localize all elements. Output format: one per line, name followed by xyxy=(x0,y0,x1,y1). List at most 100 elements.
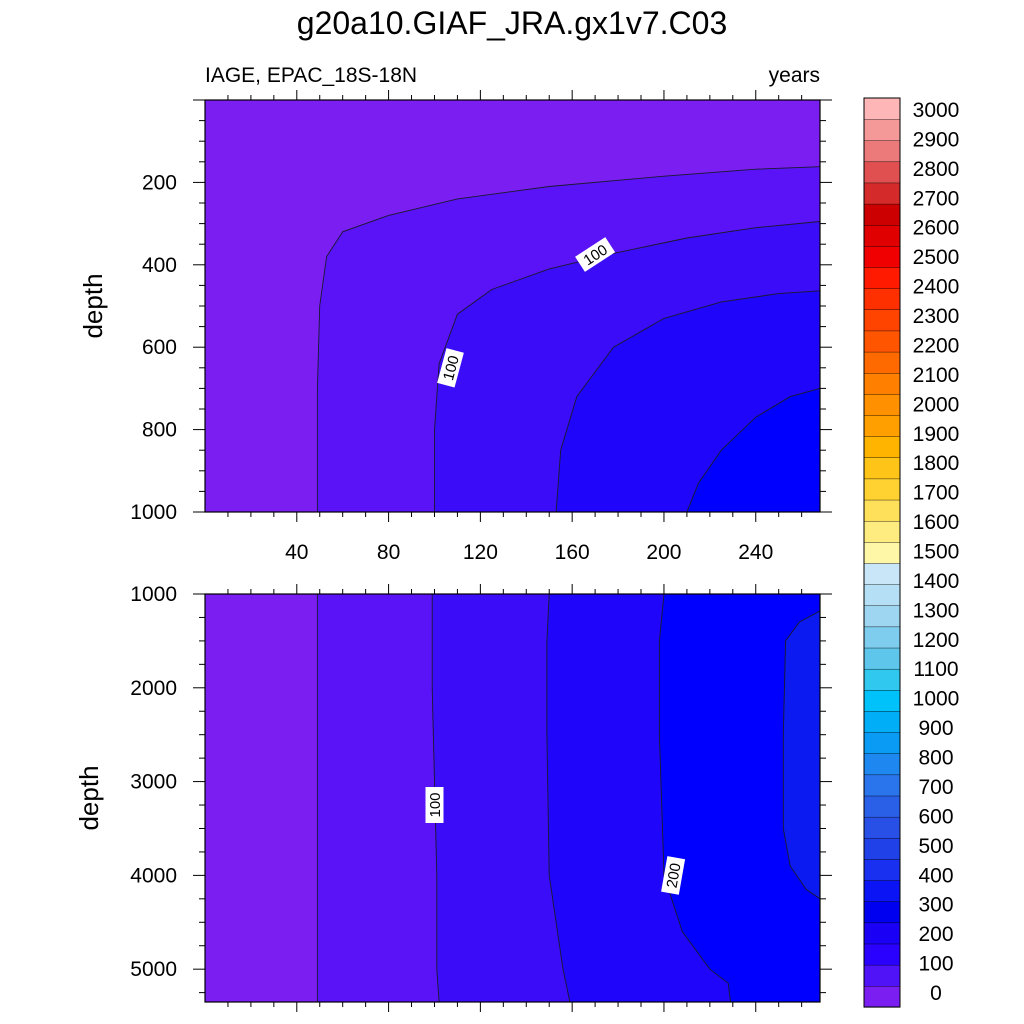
colorbar-swatch xyxy=(863,858,901,881)
y-tick-label: 2000 xyxy=(130,677,177,700)
contour-label-box xyxy=(575,237,616,272)
colorbar-swatch xyxy=(863,816,901,839)
colorbar-tick-label: 1700 xyxy=(913,482,960,505)
contour-line-100 xyxy=(431,594,440,1003)
colorbar-swatch xyxy=(863,647,901,670)
top-panel-contours xyxy=(316,166,821,513)
colorbar-swatch xyxy=(863,837,901,860)
bottom-panel: 100 200 1000 2000 3000 4000 5000 depth xyxy=(74,583,832,1012)
colorbar-tick-label: 2200 xyxy=(913,335,960,358)
colorbar-swatch xyxy=(863,140,901,163)
colorbar-tick-label: 2400 xyxy=(913,276,960,299)
bottom-panel-ticks xyxy=(193,584,832,1012)
contour-label-box xyxy=(661,856,686,895)
colorbar-swatch xyxy=(863,118,901,141)
colorbar-swatch xyxy=(863,731,901,754)
colorbar-tick-label: 1600 xyxy=(913,511,960,534)
bottom-panel-ylabel: depth xyxy=(74,765,104,830)
colorbar-tick-label: 400 xyxy=(918,864,953,887)
colorbar-swatch xyxy=(863,478,901,501)
colorbar-swatch xyxy=(863,626,901,649)
colorbar-swatch xyxy=(863,97,901,120)
colorbar-swatch xyxy=(863,414,901,437)
colorbar-tick-label: 800 xyxy=(918,747,953,770)
contour-label-text: 100 xyxy=(440,354,463,383)
colorbar-swatch xyxy=(863,541,901,564)
colorbar-tick-label: 1500 xyxy=(913,541,960,564)
top-panel-right-label: years xyxy=(769,64,820,87)
colorbar-tick-label: 2300 xyxy=(913,305,960,328)
colorbar-swatch xyxy=(863,964,901,987)
colorbar-swatch xyxy=(863,182,901,205)
figure-title: g20a10.GIAF_JRA.gx1v7.C03 xyxy=(297,5,727,41)
bottom-panel-contour-labels: 100 200 xyxy=(425,787,686,895)
colorbar-swatch xyxy=(863,245,901,268)
contour-band-200 xyxy=(686,388,820,512)
y-tick-label: 400 xyxy=(142,254,177,277)
colorbar-tick-label: 3000 xyxy=(913,99,960,122)
colorbar-tick-labels: 3000290028002700260025002400230022002100… xyxy=(913,99,960,1005)
colorbar-swatch xyxy=(863,372,901,395)
colorbar-swatch xyxy=(863,774,901,797)
x-tick-label: 80 xyxy=(377,541,400,564)
colorbar-swatch xyxy=(863,605,901,628)
colorbar-swatch xyxy=(863,393,901,416)
contour-line-250 xyxy=(782,610,821,900)
colorbar-tick-label: 2900 xyxy=(913,128,960,151)
colorbar-swatch xyxy=(863,309,901,332)
top-panel-ticks xyxy=(193,90,832,522)
y-tick-label: 600 xyxy=(142,336,177,359)
colorbar-swatch xyxy=(863,985,901,1008)
colorbar-swatch xyxy=(863,562,901,585)
colorbar-tick-label: 2100 xyxy=(913,364,960,387)
colorbar-tick-label: 2800 xyxy=(913,158,960,181)
bottom-panel-frame xyxy=(204,593,821,1003)
colorbar-swatch xyxy=(863,795,901,818)
colorbar-swatch xyxy=(863,710,901,733)
colorbar-swatch xyxy=(863,689,901,712)
y-tick-label: 800 xyxy=(142,419,177,442)
colorbar-swatch xyxy=(863,753,901,776)
top-panel-ylabel: depth xyxy=(78,273,108,338)
contour-line-50 xyxy=(316,166,821,512)
y-tick-label: 4000 xyxy=(130,864,177,887)
contour-label-text: 200 xyxy=(664,862,685,890)
colorbar-swatch xyxy=(863,584,901,606)
colorbar-swatch xyxy=(863,668,901,691)
colorbar-tick-label: 1100 xyxy=(913,658,958,681)
contour-line-200 xyxy=(658,593,731,1003)
colorbar: 3000290028002700260025002400230022002100… xyxy=(863,97,960,1008)
colorbar-swatch xyxy=(863,901,901,924)
colorbar-tick-label: 1300 xyxy=(913,599,960,622)
top-panel-fill xyxy=(205,100,820,512)
bottom-panel-fill xyxy=(205,594,820,1002)
x-tick-label: 40 xyxy=(285,541,308,564)
colorbar-tick-label: 200 xyxy=(918,923,953,946)
top-panel-left-label: IAGE, EPAC_18S-18N xyxy=(205,64,417,87)
colorbar-swatch xyxy=(863,436,901,458)
contour-line-150 xyxy=(546,593,571,1003)
x-tick-label: 120 xyxy=(463,541,498,564)
x-tick-label: 200 xyxy=(646,541,681,564)
colorbar-tick-label: 2600 xyxy=(913,217,960,240)
y-tick-label: 1000 xyxy=(130,583,177,606)
colorbar-swatches xyxy=(863,97,901,1008)
contour-label-box xyxy=(425,787,444,823)
contour-label: 100 xyxy=(437,348,464,388)
colorbar-swatch xyxy=(863,943,901,966)
colorbar-swatch xyxy=(863,203,901,226)
colorbar-swatch xyxy=(863,224,901,247)
colorbar-tick-label: 900 xyxy=(918,717,953,740)
contour-line-200 xyxy=(686,387,821,513)
bottom-panel-contours xyxy=(316,593,821,1003)
y-tick-label: 5000 xyxy=(130,958,177,981)
colorbar-frame xyxy=(863,97,901,1008)
contour-label-text: 100 xyxy=(427,792,444,817)
colorbar-tick-label: 1200 xyxy=(913,629,960,652)
contour-label: 200 xyxy=(661,856,686,895)
colorbar-swatch xyxy=(863,288,901,311)
top-panel-tick-labels: 40 80 120 160 200 240 200 400 600 800 1000 xyxy=(130,171,773,564)
colorbar-swatch xyxy=(863,499,901,522)
